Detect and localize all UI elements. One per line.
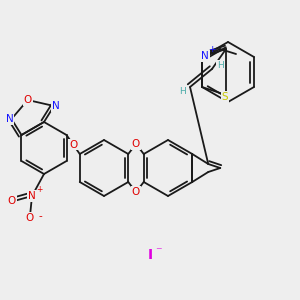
Text: N: N	[28, 191, 36, 201]
Text: H: H	[178, 86, 185, 95]
Text: +: +	[36, 185, 42, 194]
Text: -: -	[38, 211, 42, 221]
Text: ⁻: ⁻	[155, 245, 161, 259]
Text: O: O	[132, 187, 140, 197]
Text: H: H	[217, 61, 224, 70]
Text: N: N	[52, 101, 60, 111]
Text: +: +	[208, 44, 216, 53]
Text: O: O	[26, 213, 34, 223]
Text: O: O	[8, 196, 16, 206]
Text: I: I	[147, 248, 153, 262]
Text: O: O	[24, 95, 32, 105]
Text: S: S	[222, 92, 228, 102]
Text: O: O	[132, 139, 140, 149]
Text: N: N	[201, 51, 209, 61]
Text: O: O	[69, 140, 77, 149]
Text: N: N	[6, 114, 14, 124]
